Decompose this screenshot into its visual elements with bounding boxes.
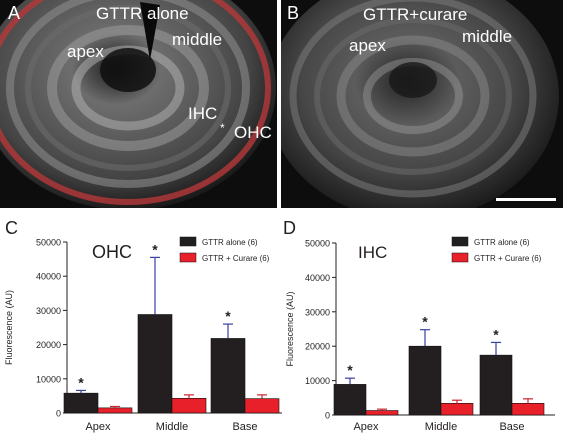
y-tick-label: 50000 xyxy=(36,238,61,248)
label-apex: apex xyxy=(67,42,104,61)
y-tick-label: 30000 xyxy=(305,307,330,317)
label-asterisk: * xyxy=(220,121,225,135)
significance-marker: * xyxy=(225,308,231,324)
y-tick-label: 20000 xyxy=(36,340,61,350)
label-ohc: OHC xyxy=(234,123,272,142)
category-label: Middle xyxy=(156,421,188,433)
bar-gttr-curare xyxy=(440,403,474,416)
bar-gttr-alone xyxy=(137,314,173,414)
y-tick-label: 0 xyxy=(325,411,330,421)
y-tick-label: 20000 xyxy=(305,342,330,352)
panel-a-title: GTTR alone xyxy=(96,4,189,23)
bar-gttr-curare xyxy=(511,403,545,416)
label-apex-b: apex xyxy=(349,36,386,55)
legend-swatch xyxy=(179,252,197,263)
significance-marker: * xyxy=(152,241,158,257)
y-tick-label: 40000 xyxy=(305,273,330,283)
bar-gttr-curare xyxy=(365,410,399,416)
bar-gttr-curare xyxy=(244,398,280,414)
bar-gttr-alone xyxy=(479,354,513,416)
category-label: Middle xyxy=(425,421,457,433)
label-middle: middle xyxy=(172,30,223,49)
cochlea-image-a xyxy=(0,0,276,208)
micrograph-gttr-curare: B GTTR+curare apex middle xyxy=(281,0,563,208)
significance-marker: * xyxy=(493,326,499,342)
bar-gttr-alone xyxy=(210,338,246,414)
y-tick-label: 30000 xyxy=(36,306,61,316)
chart-title: OHC xyxy=(92,242,132,262)
y-tick-label: 10000 xyxy=(36,374,61,384)
significance-marker: * xyxy=(347,362,353,378)
category-label: Apex xyxy=(85,421,111,433)
bar-gttr-alone xyxy=(63,392,99,414)
legend-label: GTTR alone (6) xyxy=(202,238,258,247)
bar-gttr-curare xyxy=(171,397,207,414)
y-tick-label: 50000 xyxy=(305,239,330,249)
significance-marker: * xyxy=(78,374,84,390)
category-label: Apex xyxy=(353,421,379,433)
legend-label: GTTR alone (6) xyxy=(474,238,530,247)
legend-label: GTTR + Curare (6) xyxy=(202,254,270,263)
scale-bar xyxy=(496,198,556,201)
panel-letter-d: D xyxy=(283,218,296,238)
y-axis-label: Fluorescence (AU) xyxy=(4,290,14,365)
y-tick-label: 0 xyxy=(56,409,61,419)
legend-label: GTTR + Curare (6) xyxy=(474,254,542,263)
label-ihc: IHC xyxy=(188,104,218,123)
legend-swatch xyxy=(451,252,469,263)
legend-swatch xyxy=(451,236,469,247)
category-label: Base xyxy=(499,421,524,433)
panel-letter-c: C xyxy=(5,218,18,238)
significance-marker: * xyxy=(422,314,428,330)
label-middle-b: middle xyxy=(462,27,513,46)
chart-ohc: C OHC 0 10000 20000 30000 40000 50000 Fluorescen… xyxy=(4,218,282,433)
panel-letter-b: B xyxy=(287,3,300,23)
y-axis-label: Fluorescence (AU) xyxy=(285,291,295,366)
y-tick-label: 10000 xyxy=(305,376,330,386)
cochlea-image-b xyxy=(281,0,559,208)
chart-title: IHC xyxy=(358,243,387,262)
category-label: Base xyxy=(232,421,257,433)
y-tick-label: 40000 xyxy=(36,272,61,282)
bar-gttr-curare xyxy=(97,407,133,414)
legend-swatch xyxy=(179,236,197,247)
panel-b-title: GTTR+curare xyxy=(363,5,468,24)
bar-gttr-alone xyxy=(333,384,367,416)
chart-ihc: D IHC 0 10000 20000 30000 40000 50000 Fluorescen… xyxy=(283,218,555,433)
panel-letter-a: A xyxy=(8,3,21,23)
micrograph-gttr-alone: A GTTR alone apex middle IHC * OHC xyxy=(0,0,277,208)
bar-gttr-alone xyxy=(408,345,442,416)
